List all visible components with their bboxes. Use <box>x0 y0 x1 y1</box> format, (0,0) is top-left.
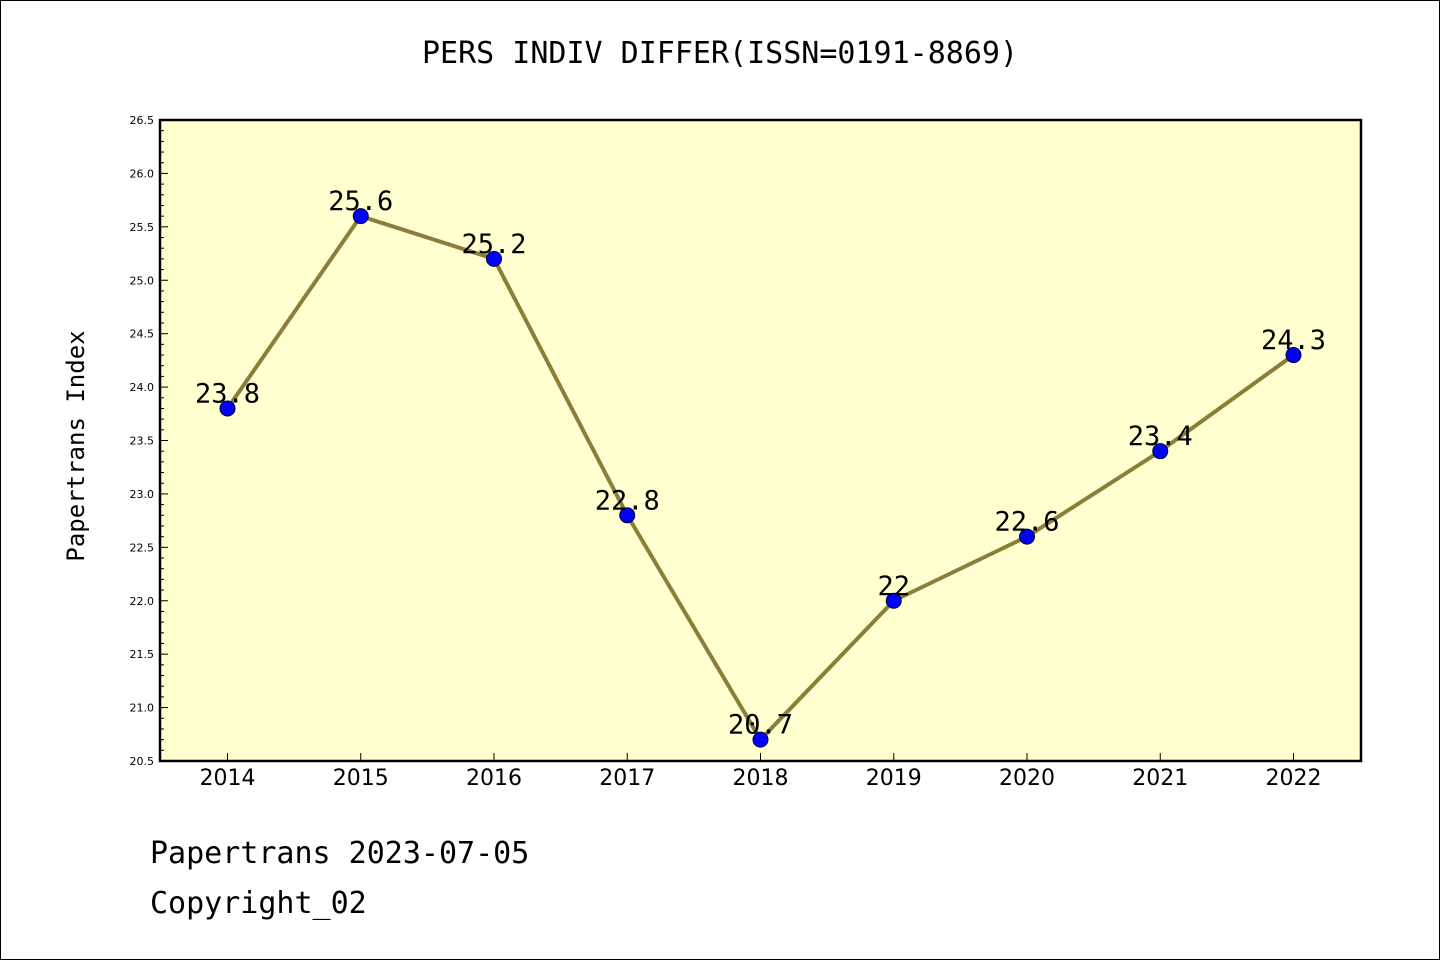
plot-border <box>158 118 1363 763</box>
x-tick-label: 2022 <box>1266 766 1322 791</box>
y-tick-label: 22.0 <box>130 595 155 608</box>
x-tick-label: 2016 <box>466 766 522 791</box>
x-tick-label: 2018 <box>733 766 789 791</box>
data-point <box>352 208 369 225</box>
y-tick-label: 24.0 <box>130 381 155 394</box>
x-tick-label: 2014 <box>200 766 256 791</box>
y-tick-label: 23.5 <box>130 435 155 448</box>
x-tick-label: 2019 <box>866 766 922 791</box>
y-tick-label: 26.5 <box>130 114 155 127</box>
data-point <box>1019 528 1035 545</box>
data-label: 22.8 <box>595 485 660 516</box>
data-point <box>619 507 636 524</box>
data-label: 25.6 <box>328 186 393 217</box>
data-label: 24.3 <box>1261 325 1326 356</box>
data-label: 20.7 <box>728 710 793 741</box>
data-label: 25.2 <box>461 229 526 260</box>
data-point <box>1152 443 1169 460</box>
data-label: 22 <box>877 571 910 602</box>
y-tick-label: 23.0 <box>130 488 155 501</box>
data-label: 22.6 <box>994 507 1059 538</box>
x-tick-label: 2020 <box>999 766 1055 791</box>
data-label: 23.8 <box>195 378 260 409</box>
data-point <box>486 250 502 267</box>
plot-area <box>160 120 1361 761</box>
footer-date: Papertrans 2023-07-05 <box>150 836 530 871</box>
footer-copyright: Copyright_02 <box>150 886 367 921</box>
y-tick-label: 21.0 <box>130 702 155 715</box>
data-label: 23.4 <box>1128 421 1193 452</box>
data-point <box>885 592 902 609</box>
x-tick-label: 2021 <box>1132 766 1188 791</box>
data-point <box>1285 347 1302 364</box>
y-tick-label: 20.5 <box>130 755 155 768</box>
x-tick-label: 2015 <box>333 766 389 791</box>
y-tick-label: 26.0 <box>130 167 155 180</box>
y-tick-label: 25.0 <box>130 274 155 287</box>
y-tick-label: 25.5 <box>130 221 155 234</box>
y-tick-label: 24.5 <box>130 328 155 341</box>
chart-title: PERS INDIV DIFFER(ISSN=0191-8869) <box>421 36 1019 71</box>
data-point <box>752 731 769 748</box>
data-point <box>219 400 236 417</box>
y-tick-label: 22.5 <box>130 541 155 554</box>
y-tick-label: 21.5 <box>130 648 155 661</box>
x-tick-label: 2017 <box>599 766 655 791</box>
